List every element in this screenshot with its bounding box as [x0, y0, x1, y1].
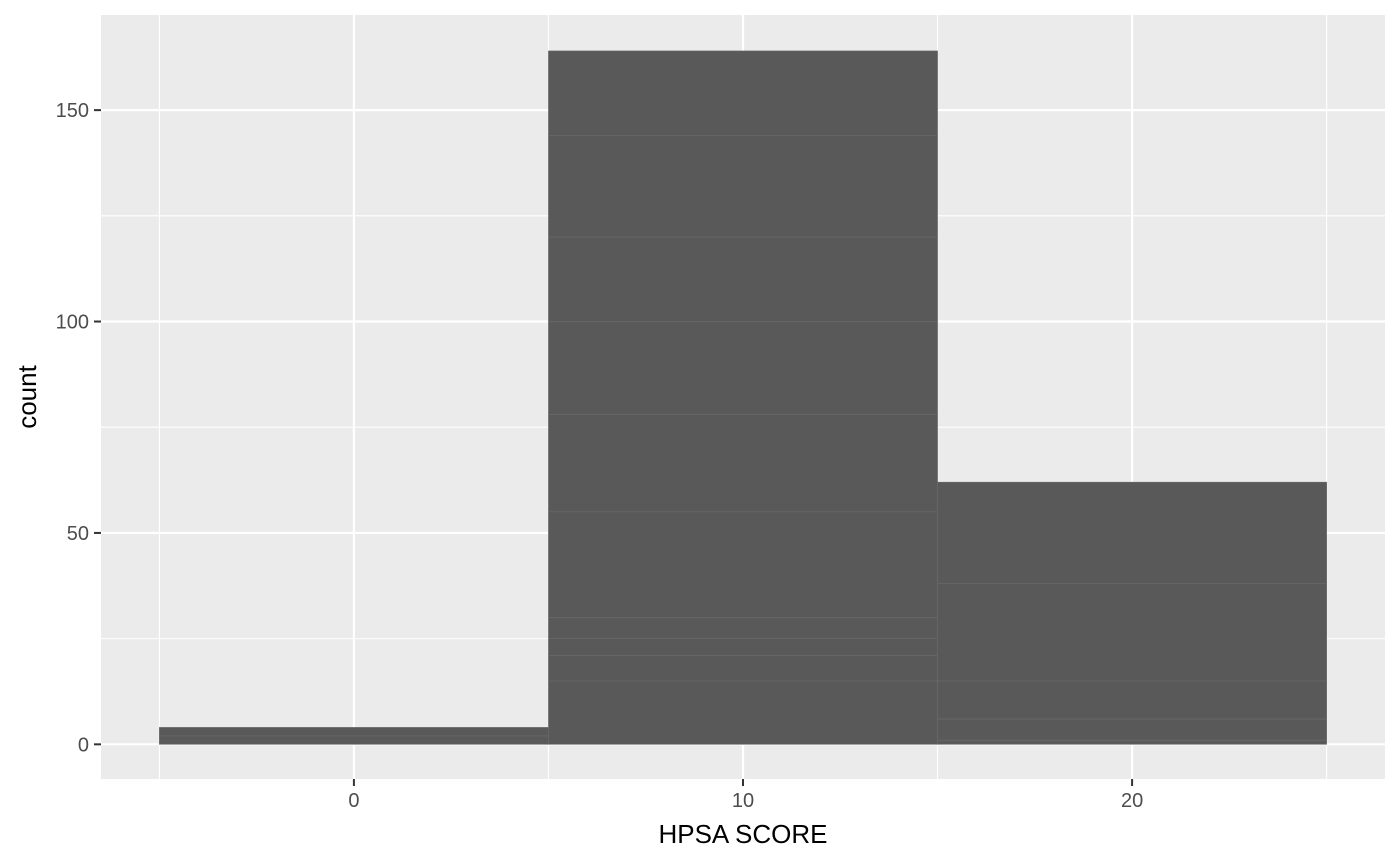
histogram-bar-segment — [548, 135, 938, 238]
histogram-bar-segment — [548, 680, 938, 745]
histogram-bar-segment — [548, 655, 938, 682]
y-tick-label: 0 — [78, 734, 89, 756]
y-tick-label: 50 — [67, 523, 89, 545]
histogram-bars — [159, 50, 1327, 745]
y-tick-label: 150 — [56, 100, 89, 122]
histogram-bar-segment — [937, 481, 1327, 584]
histogram-bar-segment — [548, 50, 938, 136]
histogram-bar-segment — [548, 321, 938, 415]
y-tick-label: 100 — [56, 312, 89, 334]
x-tick-label: 10 — [732, 790, 754, 812]
histogram-bar-segment — [548, 414, 938, 513]
histogram-bar-segment — [937, 739, 1327, 745]
histogram-bar-segment — [548, 236, 938, 322]
histogram-bar-segment — [937, 583, 1327, 682]
histogram-bar-segment — [159, 735, 549, 745]
histogram-bar-segment — [937, 680, 1327, 720]
y-axis: 0 50 100 150 — [56, 100, 101, 756]
x-tick-label: 20 — [1121, 790, 1143, 812]
histogram-bar-segment — [937, 718, 1327, 741]
histogram-bar-segment — [548, 638, 938, 656]
y-axis-title: count — [12, 364, 42, 428]
x-axis-title: HPSA SCORE — [658, 819, 827, 849]
x-tick-label: 0 — [348, 790, 359, 812]
histogram-bar-segment — [159, 727, 549, 737]
histogram-bar-segment — [548, 617, 938, 639]
histogram-bar-segment — [548, 511, 938, 618]
x-axis: 0 10 20 — [348, 779, 1143, 812]
